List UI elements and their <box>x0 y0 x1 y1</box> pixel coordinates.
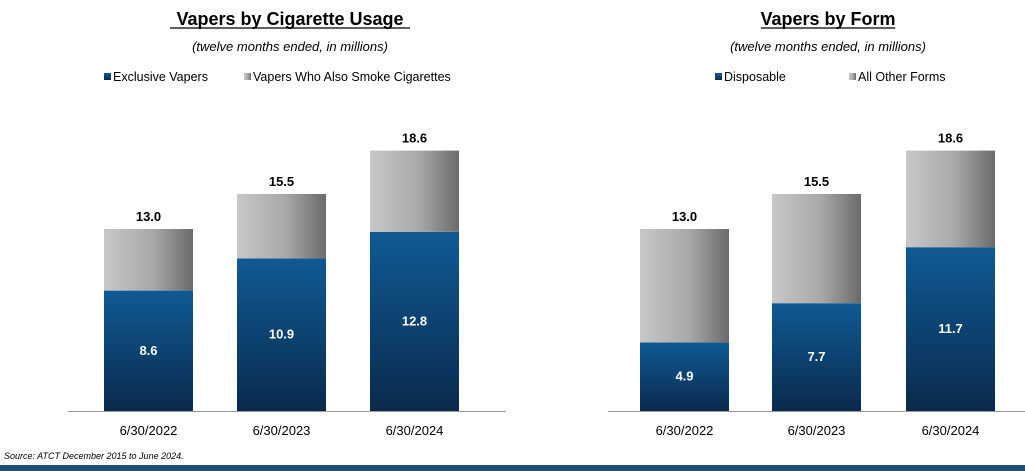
x-tick-label: 6/30/2024 <box>386 423 444 438</box>
bar-segment-all-other-forms <box>772 194 861 304</box>
bar-total-label: 13.0 <box>136 209 161 224</box>
bar-total-label: 15.5 <box>804 174 829 189</box>
legend-swatch <box>715 73 722 80</box>
bar-total-label: 15.5 <box>269 174 294 189</box>
bar-segment-all-other-forms <box>906 150 995 248</box>
bar-total-label: 18.6 <box>402 131 427 146</box>
chart-title: Vapers by Form <box>760 9 895 29</box>
chart-1: Vapers by Cigarette Usage (twelve months … <box>68 9 506 438</box>
bar-segment-disposable <box>640 342 729 411</box>
bar-segment-exclusive-vapers <box>104 290 193 411</box>
bar-segment-exclusive-vapers <box>370 231 459 411</box>
legend-label: All Other Forms <box>858 70 946 84</box>
legend-swatch <box>104 73 111 80</box>
x-tick-label: 6/30/2022 <box>120 423 178 438</box>
bar-value-label: 11.7 <box>938 321 963 336</box>
legend-label: Exclusive Vapers <box>113 70 208 84</box>
bar-total-label: 18.6 <box>938 131 963 146</box>
x-tick-label: 6/30/2024 <box>922 423 980 438</box>
bar-value-label: 7.7 <box>807 349 825 364</box>
bar-segment-vapers-who-also-smoke-cigarettes <box>237 194 326 259</box>
bar-value-label: 4.9 <box>675 369 693 384</box>
x-tick-label: 6/30/2023 <box>788 423 846 438</box>
bar-segment-vapers-who-also-smoke-cigarettes <box>104 229 193 291</box>
bar-total-label: 13.0 <box>672 209 697 224</box>
bar-segment-all-other-forms <box>640 229 729 343</box>
chart-2: Vapers by Form (twelve months ended, in m… <box>608 9 1025 438</box>
chart-title: Vapers by Cigarette Usage <box>176 9 403 29</box>
chart-subtitle: (twelve months ended, in millions) <box>730 39 926 54</box>
legend-swatch <box>244 73 251 80</box>
bar-segment-vapers-who-also-smoke-cigarettes <box>370 150 459 232</box>
bar-segment-disposable <box>906 247 995 411</box>
bar-value-label: 10.9 <box>269 327 294 342</box>
chart-subtitle: (twelve months ended, in millions) <box>192 39 388 54</box>
source-note: Source: ATCT December 2015 to June 2024. <box>4 451 184 461</box>
footer-bar <box>0 465 1025 471</box>
bar-value-label: 12.8 <box>402 313 427 328</box>
bar-segment-disposable <box>772 303 861 411</box>
bar-value-label: 8.6 <box>139 343 157 358</box>
legend-label: Disposable <box>724 70 786 84</box>
bar-segment-exclusive-vapers <box>237 258 326 411</box>
legend-swatch <box>849 73 856 80</box>
x-tick-label: 6/30/2022 <box>656 423 714 438</box>
x-tick-label: 6/30/2023 <box>253 423 311 438</box>
legend-label: Vapers Who Also Smoke Cigarettes <box>253 70 451 84</box>
